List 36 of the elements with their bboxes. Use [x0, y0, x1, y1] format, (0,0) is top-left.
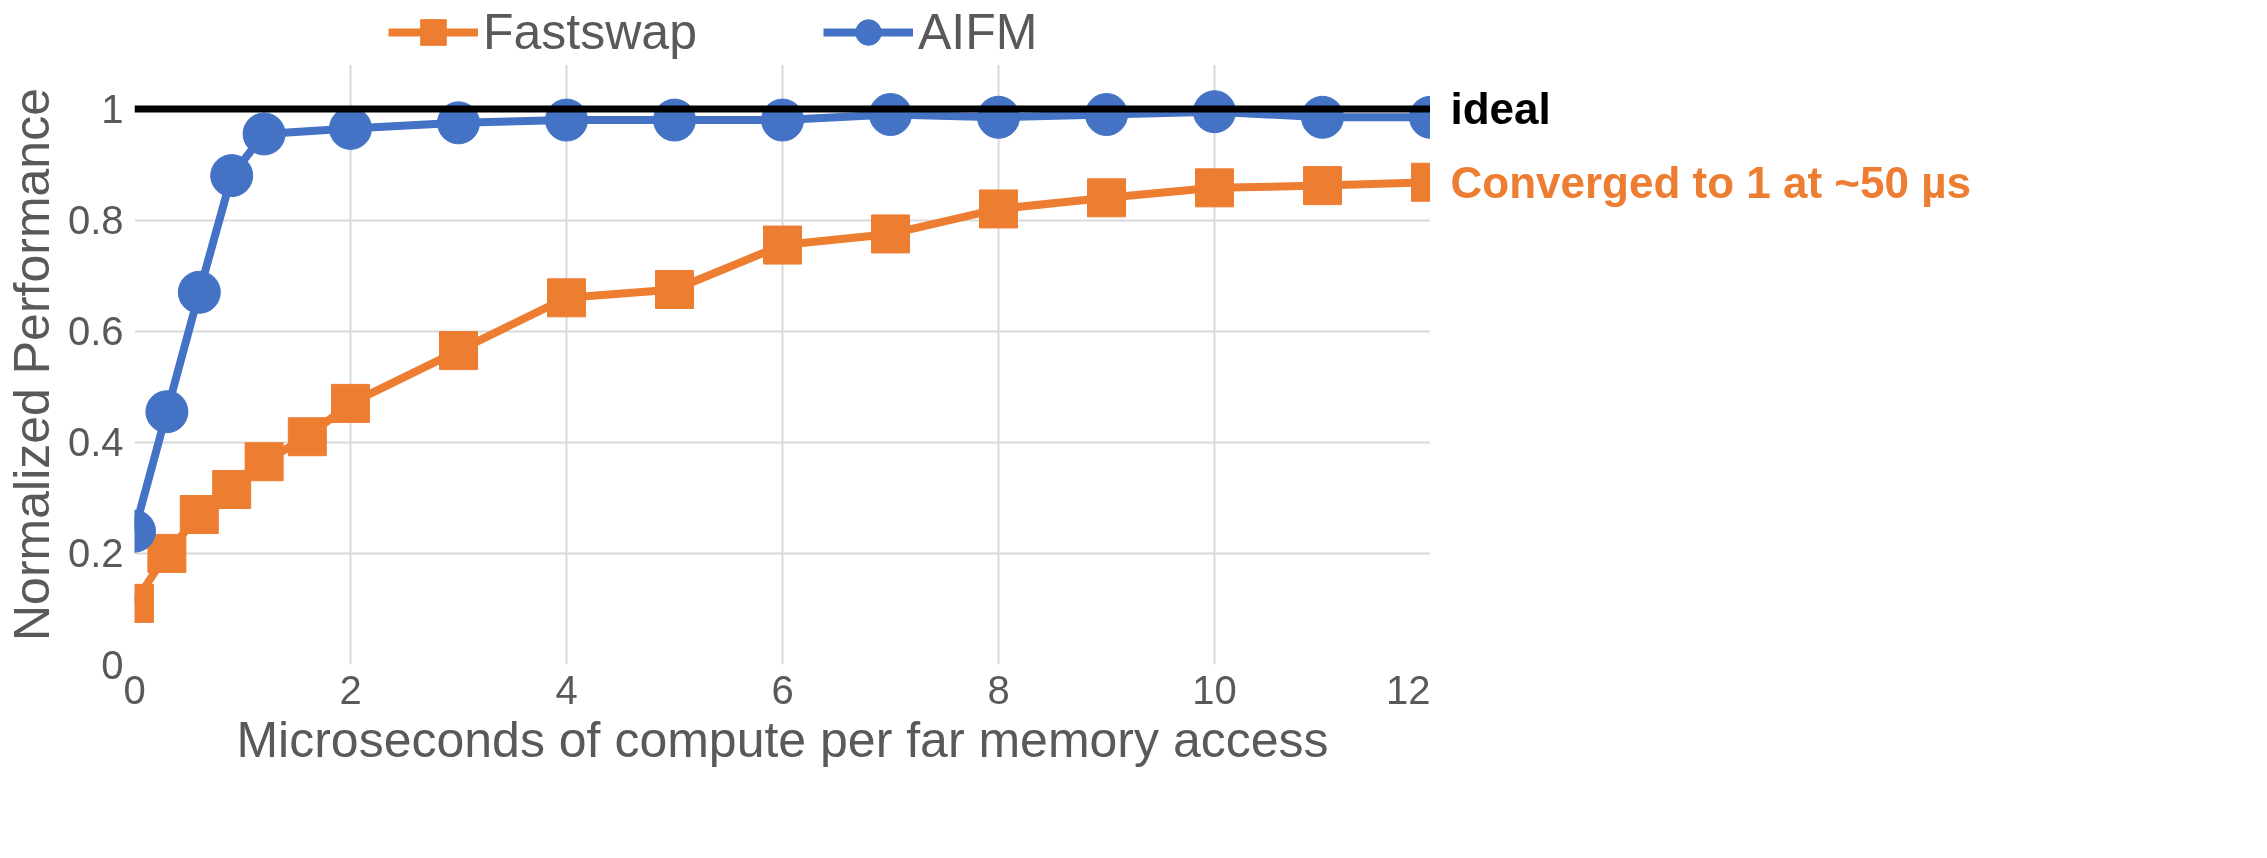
point [210, 154, 254, 198]
point [439, 331, 478, 371]
point [763, 225, 802, 265]
y-tick-label: 0.6 [67, 309, 124, 354]
y-tick-label: 1 [101, 86, 124, 131]
x-axis-title: Microseconds of compute per far memory access [236, 711, 1329, 768]
point [1087, 178, 1126, 218]
point [979, 189, 1018, 229]
point [145, 390, 189, 434]
point [147, 533, 187, 573]
x-tick-label: 8 [987, 667, 1010, 712]
x-tick-label: 2 [339, 667, 362, 712]
point [1195, 168, 1234, 208]
point [331, 383, 370, 423]
point [1303, 166, 1342, 206]
x-tick-label: 4 [555, 667, 578, 712]
point [655, 270, 694, 309]
x-tick-label: 10 [1192, 667, 1237, 712]
ref-line-label: ideal [1450, 84, 1551, 134]
point [547, 278, 586, 318]
point [177, 270, 221, 314]
point [212, 470, 252, 509]
y-tick-label: 0.4 [67, 420, 124, 465]
point [871, 214, 910, 254]
point [287, 417, 327, 457]
x-tick-label: 12 [1386, 667, 1431, 712]
annotation: Converged to 1 at ~50 µs [1450, 157, 1972, 207]
point [179, 495, 219, 534]
point [244, 442, 284, 482]
y-axis-title: Normalized Performance [3, 88, 60, 641]
point [242, 112, 286, 156]
x-tick-label: 6 [771, 667, 794, 712]
y-tick-label: 0.2 [67, 531, 124, 576]
y-tick-label: 0.8 [67, 198, 124, 243]
legend-label: AIFM [918, 3, 1039, 62]
legend-label: Fastswap [483, 3, 698, 62]
